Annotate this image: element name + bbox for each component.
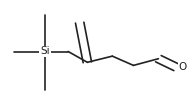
Text: O: O [179, 62, 187, 73]
Text: Si: Si [40, 46, 50, 57]
